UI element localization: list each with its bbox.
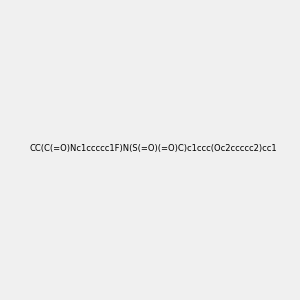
- Text: CC(C(=O)Nc1ccccc1F)N(S(=O)(=O)C)c1ccc(Oc2ccccc2)cc1: CC(C(=O)Nc1ccccc1F)N(S(=O)(=O)C)c1ccc(Oc…: [30, 145, 278, 154]
